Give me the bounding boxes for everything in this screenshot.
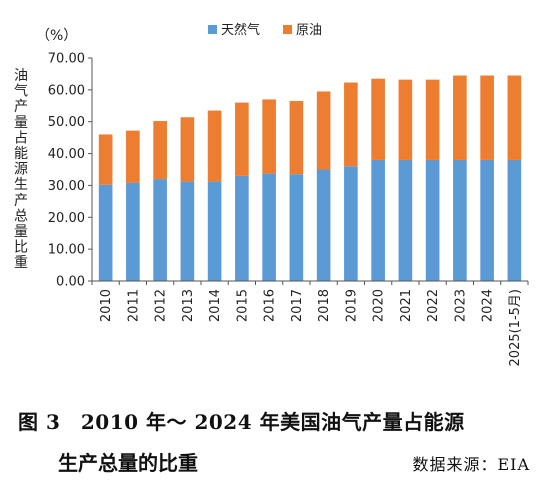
bar-crude-oil-2021 bbox=[398, 79, 413, 160]
bar-natural-gas-2024 bbox=[480, 159, 494, 281]
x-axis: 2010 2011 2012 2013 2014 2015 2016 2017 2018 2019… bbox=[91, 280, 529, 366]
bar-crude-oil-2012 bbox=[153, 121, 167, 180]
x-tick-label: 2015 bbox=[235, 289, 250, 322]
y-axis-title: 油气产量占能源生产总量比重 bbox=[14, 68, 28, 271]
bar-crude-oil-2019 bbox=[344, 82, 358, 167]
bar-natural-gas-2018 bbox=[316, 169, 331, 281]
y-axis-title-text: 油气产量占能源生产总量比重 bbox=[14, 68, 28, 271]
bar-crude-oil-2017 bbox=[289, 101, 304, 175]
bar-natural-gas-2019 bbox=[344, 166, 358, 281]
bar-natural-gas-2014 bbox=[207, 181, 222, 281]
x-tick-label: 2024 bbox=[481, 289, 496, 322]
x-tick-label: 2011 bbox=[126, 289, 141, 322]
bar-natural-gas-2021 bbox=[398, 159, 413, 281]
x-tick-label: 2013 bbox=[181, 289, 196, 322]
legend-swatch-1 bbox=[283, 25, 292, 34]
x-tick-label: 2010 bbox=[99, 289, 114, 322]
legend-label-0: 天然气 bbox=[221, 22, 260, 38]
bar-crude-oil-2016 bbox=[262, 99, 276, 174]
x-tick-label: 2014 bbox=[208, 289, 223, 322]
x-tick-label: 2016 bbox=[263, 289, 278, 322]
figure-caption-title: 图 3 2010 年～ 2024 年美国油气产量占能源 bbox=[18, 410, 465, 434]
y-tick-label: 0.00 bbox=[56, 275, 85, 290]
x-tick-label: 2012 bbox=[154, 289, 169, 322]
bar-crude-oil-2024 bbox=[480, 75, 494, 160]
bar-natural-gas-2015 bbox=[235, 175, 249, 281]
legend-swatch-0 bbox=[208, 25, 217, 34]
x-tick-label: 2023 bbox=[453, 289, 468, 322]
bar-crude-oil-2013 bbox=[180, 117, 195, 182]
bar-natural-gas-2012 bbox=[153, 179, 167, 281]
x-tick-label: 2020 bbox=[372, 289, 387, 322]
x-tick-label: 2025(1-5月) bbox=[508, 289, 523, 366]
bar-crude-oil-2015 bbox=[235, 102, 249, 176]
bar-natural-gas-2023 bbox=[453, 159, 467, 281]
bar-natural-gas-2013 bbox=[180, 181, 195, 281]
bar-crude-oil-2025(1-5月) bbox=[507, 75, 522, 160]
bar-natural-gas-2016 bbox=[262, 173, 276, 281]
bar-crude-oil-2020 bbox=[371, 78, 385, 160]
bar-crude-oil-2022 bbox=[425, 79, 440, 160]
bar-crude-oil-2023 bbox=[453, 75, 467, 160]
legend: 天然气 原油 bbox=[208, 22, 322, 38]
bar-crude-oil-2018 bbox=[316, 91, 331, 170]
y-unit-label: （%） bbox=[36, 28, 77, 44]
y-tick-label: 70.00 bbox=[48, 52, 85, 67]
y-tick-label: 10.00 bbox=[48, 243, 85, 258]
y-tick-label: 40.00 bbox=[48, 147, 85, 162]
figure-caption-title-cont: 生产总量的比重 bbox=[58, 451, 198, 475]
bar-natural-gas-2020 bbox=[371, 159, 385, 281]
stacked-bar-chart: 天然气 原油 （%） 油气产量占能源生产总量比重 0.00 10.00 20.00 30… bbox=[14, 22, 529, 366]
x-tick-label: 2017 bbox=[290, 289, 305, 322]
y-tick-label: 30.00 bbox=[48, 179, 85, 194]
y-tick-label: 60.00 bbox=[48, 83, 85, 98]
y-tick-label: 50.00 bbox=[48, 115, 85, 130]
y-axis: 0.00 10.00 20.00 30.00 40.00 50.00 60.00 70.00 bbox=[48, 52, 93, 290]
data-source: 数据来源：EIA bbox=[412, 455, 530, 474]
bar-crude-oil-2010 bbox=[98, 134, 113, 185]
bar-natural-gas-2011 bbox=[126, 182, 140, 281]
bar-crude-oil-2014 bbox=[207, 110, 222, 182]
bar-natural-gas-2025(1-5月) bbox=[507, 159, 522, 281]
y-tick-label: 20.00 bbox=[48, 211, 85, 226]
bar-crude-oil-2011 bbox=[126, 130, 140, 183]
bar-natural-gas-2010 bbox=[98, 184, 113, 281]
x-tick-label: 2022 bbox=[426, 289, 441, 322]
x-tick-label: 2018 bbox=[317, 289, 332, 322]
legend-label-1: 原油 bbox=[296, 23, 322, 38]
bar-natural-gas-2022 bbox=[425, 159, 440, 281]
x-tick-label: 2021 bbox=[399, 289, 414, 322]
bar-natural-gas-2017 bbox=[289, 174, 304, 281]
x-tick-label: 2019 bbox=[344, 289, 359, 322]
bars bbox=[98, 75, 522, 281]
